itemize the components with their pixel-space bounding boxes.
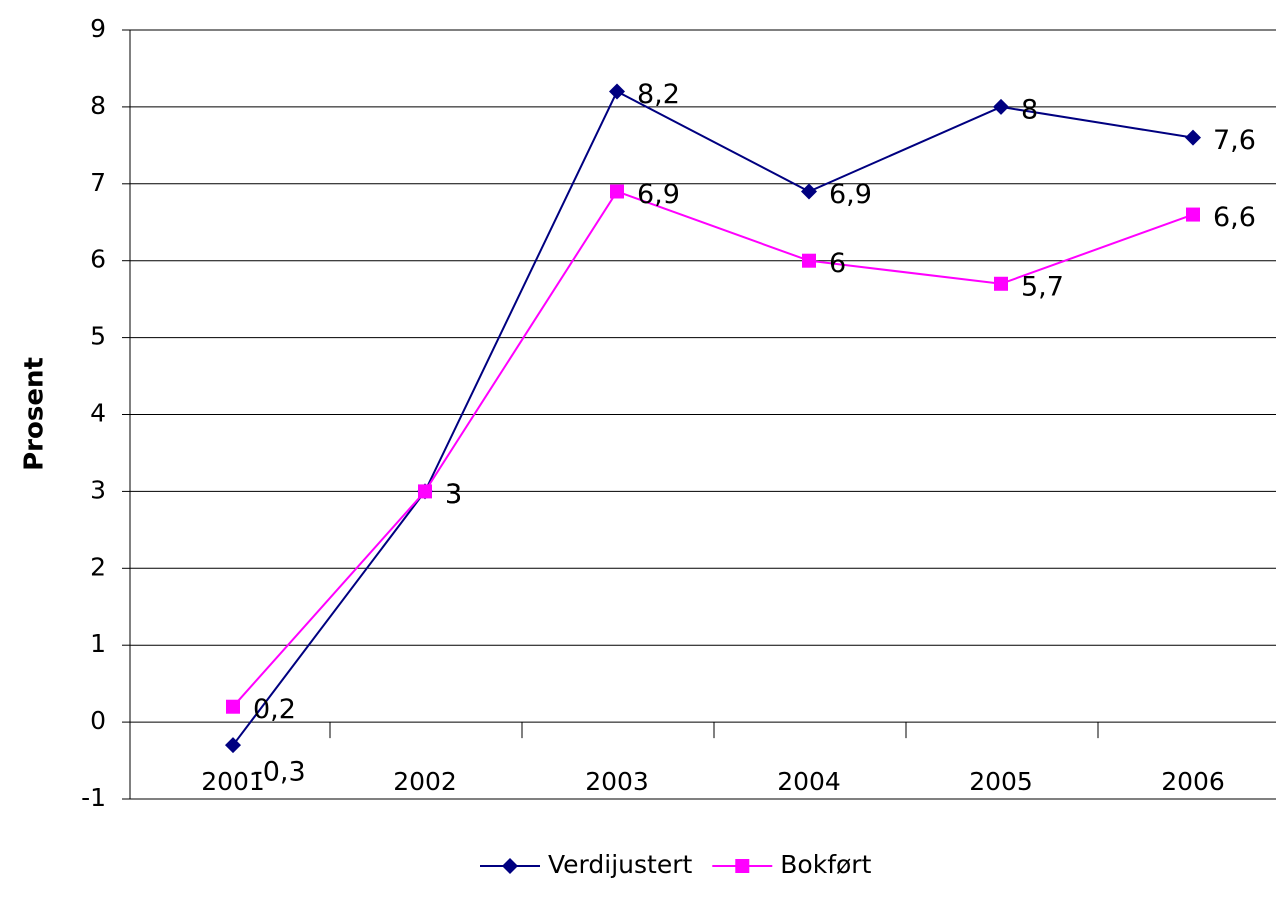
data-label: 8,2: [637, 79, 680, 110]
y-tick-label: -1: [81, 783, 106, 812]
data-point: [226, 699, 240, 714]
y-axis-label: Prosent: [20, 357, 50, 471]
y-tick-label: 8: [90, 91, 106, 120]
data-label: 3: [445, 479, 462, 510]
data-label: 6: [829, 248, 846, 279]
series-line: [232, 190, 1194, 708]
y-tick-label: 0: [90, 706, 106, 735]
data-point: [801, 183, 817, 200]
series-line: [232, 90, 1194, 746]
data-label: 5,7: [1021, 271, 1064, 302]
x-tick-label: 2003: [585, 767, 649, 796]
legend-marker: [502, 858, 518, 874]
data-point: [225, 737, 241, 754]
data-label: 3: [445, 479, 462, 510]
x-tick-label: 2006: [1161, 767, 1225, 796]
legend-marker: [735, 859, 750, 873]
x-tick-label: 2004: [777, 767, 841, 796]
data-point: [1185, 129, 1201, 146]
data-label: -0,3: [253, 757, 306, 788]
data-point: [993, 98, 1009, 115]
y-tick-label: 6: [90, 245, 106, 274]
data-label: 6,9: [637, 179, 680, 210]
y-tick-label: 4: [90, 399, 106, 428]
data-label: 7,6: [1213, 125, 1256, 156]
x-tick-label: 2002: [393, 767, 457, 796]
x-tick-label: 2005: [969, 767, 1033, 796]
data-point: [802, 253, 816, 268]
data-point: [609, 83, 625, 100]
y-tick-label: 9: [90, 14, 106, 43]
data-point: [994, 276, 1008, 291]
legend-label: Bokført: [780, 850, 871, 879]
data-point: [610, 184, 624, 199]
x-tick-label: 2001: [201, 767, 265, 796]
y-tick-label: 3: [90, 475, 106, 504]
y-tick-label: 5: [90, 322, 106, 351]
data-point: [1186, 207, 1200, 222]
data-label: 8: [1021, 94, 1038, 125]
data-label: 6,9: [829, 179, 872, 210]
y-tick-label: 7: [90, 168, 106, 197]
data-label: 0,2: [253, 694, 296, 725]
y-tick-label: 2: [90, 552, 106, 581]
legend-label: Verdijustert: [548, 850, 692, 879]
data-label: 6,6: [1213, 202, 1256, 233]
y-tick-label: 1: [90, 629, 106, 658]
data-point: [418, 484, 432, 499]
